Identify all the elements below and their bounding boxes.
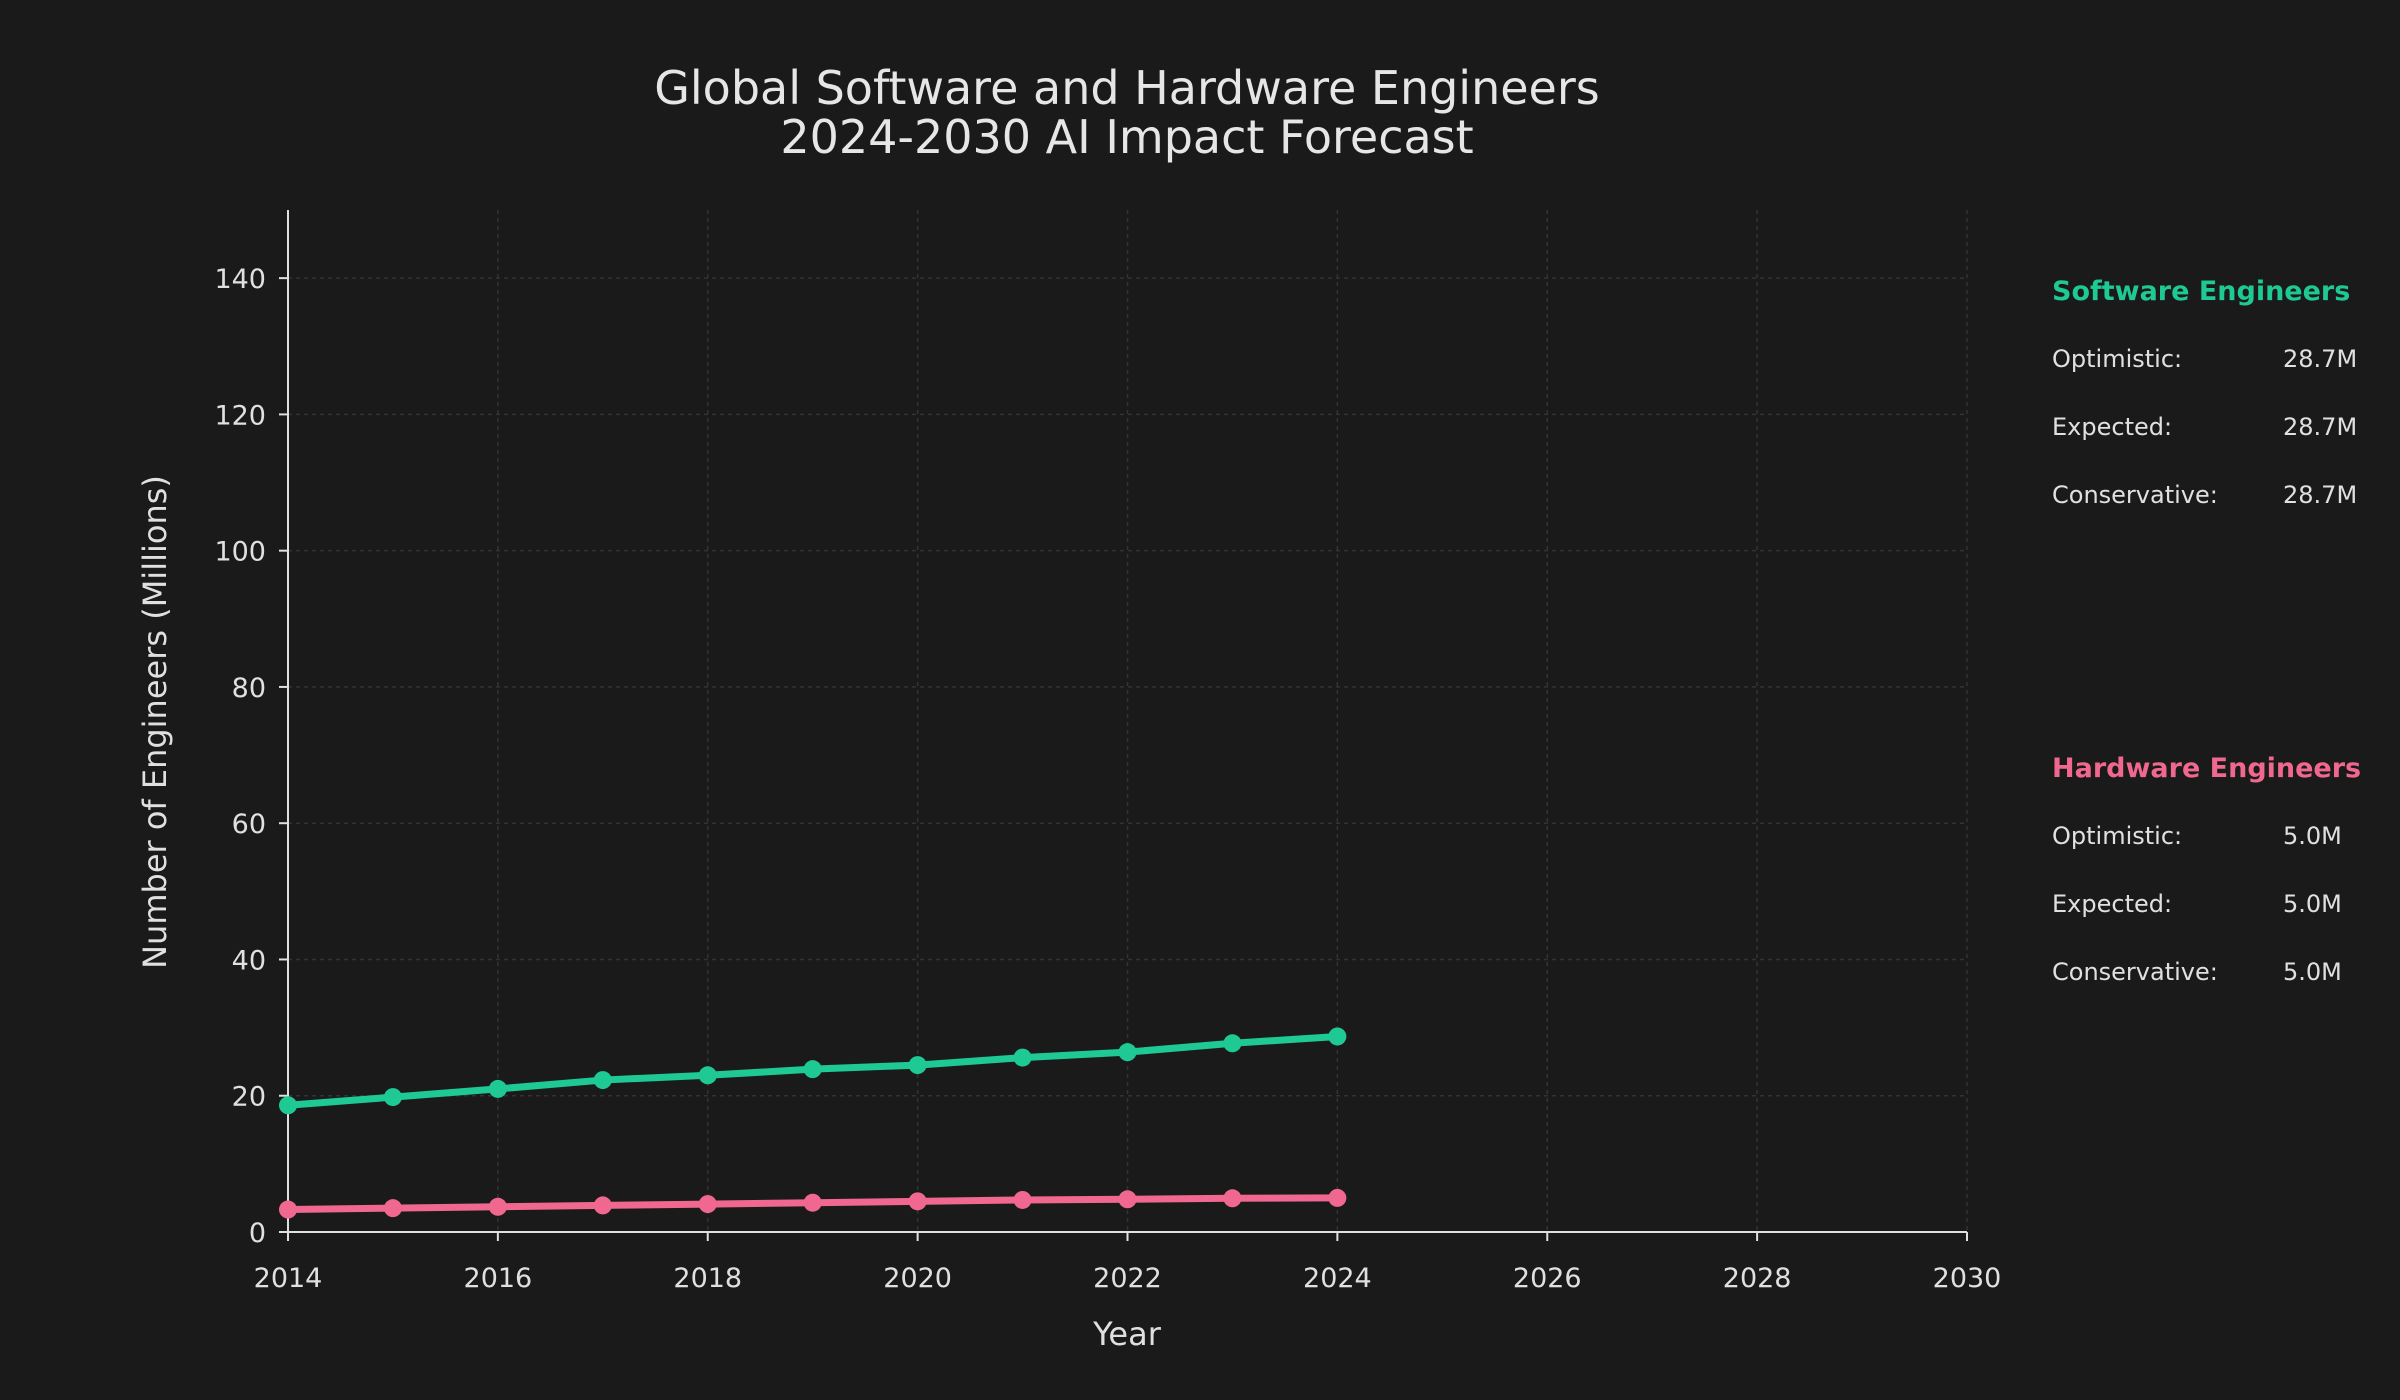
panel-row-value: 5.0M (2283, 958, 2342, 986)
panel-row-expected: Expected: 28.7M (2052, 413, 2392, 481)
x-tick-label: 2024 (1303, 1263, 1372, 1294)
chart-title-line-2: 2024-2030 AI Impact Forecast (780, 110, 1473, 164)
panel-row-value: 5.0M (2283, 890, 2342, 918)
panel-row-label: Optimistic: (2052, 345, 2183, 373)
panel-row-value: 28.7M (2283, 413, 2358, 441)
software-engineers-point (1013, 1048, 1032, 1067)
panel-row-conservative: Conservative: 5.0M (2052, 958, 2392, 1026)
grid (287, 210, 1968, 1233)
hardware-engineers-panel: Hardware Engineers Optimistic: 5.0M Expe… (2052, 753, 2392, 1026)
software-engineers-point (1223, 1034, 1242, 1053)
x-tick-label: 2022 (1093, 1263, 1162, 1294)
software-engineers-point (383, 1088, 402, 1107)
software-engineers-point (593, 1071, 612, 1090)
hardware-engineers-point (279, 1200, 297, 1219)
hardware-engineers-point (1223, 1189, 1242, 1208)
x-tick-label: 2028 (1723, 1263, 1792, 1294)
x-tick-label: 2016 (464, 1263, 533, 1294)
y-tick-label: 120 (214, 400, 266, 431)
chart-title-line-1: Global Software and Hardware Engineers (654, 61, 1599, 115)
y-tick-label: 100 (214, 537, 266, 568)
series (279, 1027, 1347, 1219)
y-tick-label: 80 (232, 673, 266, 704)
panel-title-software: Software Engineers (2052, 276, 2351, 307)
x-tick-label: 2026 (1513, 1263, 1582, 1294)
panel-row-value: 28.7M (2283, 345, 2358, 373)
x-tick-label: 2018 (673, 1263, 742, 1294)
software-engineers-panel: Software Engineers Optimistic: 28.7M Exp… (2052, 276, 2392, 549)
tick-labels: 2014 2016 2018 2020 2022 2024 2026 2028 2030 0 20 4… (214, 264, 2001, 1294)
hardware-engineers-point (1118, 1190, 1137, 1209)
panel-row-value: 28.7M (2283, 481, 2358, 509)
panel-row-label: Optimistic: (2052, 822, 2183, 850)
hardware-engineers-point (908, 1192, 927, 1211)
hardware-engineers-point (803, 1193, 822, 1212)
software-engineers-point (1328, 1027, 1347, 1046)
panel-row-label: Expected: (2052, 890, 2173, 918)
software-engineers-point (698, 1066, 717, 1085)
hardware-engineers-point (698, 1195, 717, 1214)
panel-row-label: Conservative: (2052, 958, 2218, 986)
panel-row-optimistic: Optimistic: 28.7M (2052, 345, 2392, 413)
software-engineers-point (279, 1096, 297, 1115)
panel-row-value: 5.0M (2283, 822, 2342, 850)
y-tick-label: 0 (249, 1218, 266, 1249)
panel-row-label: Conservative: (2052, 481, 2218, 509)
hardware-engineers-point (1013, 1190, 1032, 1209)
y-tick-label: 140 (214, 264, 266, 295)
y-tick-label: 60 (232, 809, 266, 840)
x-tick-label: 2014 (254, 1263, 323, 1294)
hardware-engineers-point (488, 1197, 507, 1216)
hardware-engineers-point (593, 1196, 612, 1215)
software-engineers-point (1118, 1043, 1137, 1062)
panel-row-label: Expected: (2052, 413, 2173, 441)
y-tick-label: 40 (232, 945, 266, 976)
x-tick-label: 2030 (1933, 1263, 2002, 1294)
y-axis-label: Number of Engineers (Millions) (136, 475, 174, 969)
panel-row-optimistic: Optimistic: 5.0M (2052, 822, 2392, 890)
hardware-engineers-point (383, 1199, 402, 1218)
software-engineers-point (908, 1056, 927, 1075)
x-tick-label: 2020 (883, 1263, 952, 1294)
panel-title-hardware: Hardware Engineers (2052, 753, 2362, 784)
x-axis-label: Year (1092, 1315, 1162, 1353)
panel-row-conservative: Conservative: 28.7M (2052, 481, 2392, 549)
y-tick-label: 20 (232, 1082, 266, 1113)
hardware-engineers-point (1328, 1188, 1347, 1207)
panel-row-expected: Expected: 5.0M (2052, 890, 2392, 958)
software-engineers-point (488, 1079, 507, 1098)
software-engineers-point (803, 1060, 822, 1079)
